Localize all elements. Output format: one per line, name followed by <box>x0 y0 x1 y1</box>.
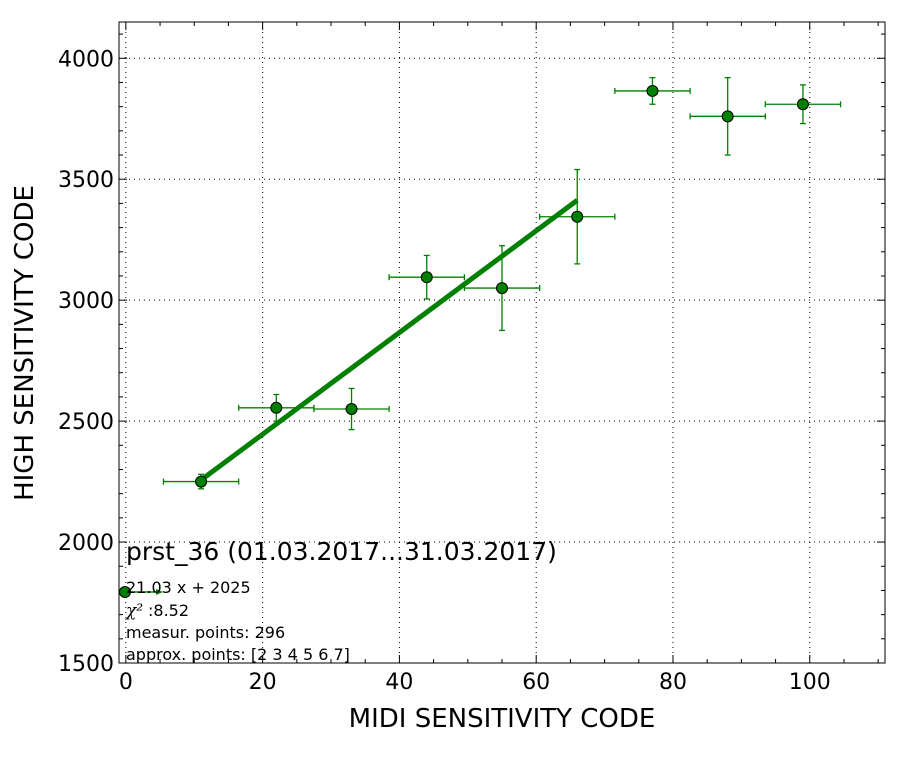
data-point <box>496 282 508 295</box>
data-point <box>721 110 734 123</box>
legend-approx-points: approx. points: [2 3 4 5 6 7] <box>126 645 350 664</box>
legend: prst_36 (01.03.2017...31.03.2017) 21.03 … <box>119 537 557 664</box>
x-tick-label: 0 <box>119 670 133 695</box>
x-tick-label: 60 <box>522 670 550 695</box>
y-tick-label: 2500 <box>58 410 114 435</box>
plot-frame <box>118 21 886 664</box>
x-tick-label: 40 <box>385 670 413 695</box>
data-point <box>571 210 584 223</box>
legend-arrow-head <box>156 589 163 595</box>
data-point <box>195 475 208 488</box>
y-tick-label: 1500 <box>58 652 114 677</box>
x-tick-label: 80 <box>659 670 687 695</box>
grid <box>119 22 885 663</box>
data-point <box>796 98 809 111</box>
y-axis-label: HIGH SENSITIVITY CODE <box>10 185 40 501</box>
legend-chi2-symbol: χ² <box>125 601 143 621</box>
x-tick-label: 20 <box>249 670 277 695</box>
axis-ticks <box>119 22 885 664</box>
fit-line-group <box>199 198 579 483</box>
legend-chi2-value: :8.52 <box>148 601 189 620</box>
y-tick-label: 4000 <box>58 47 114 72</box>
y-tick-label: 3500 <box>58 168 114 193</box>
data-point <box>646 84 659 97</box>
legend-equation: 21.03 x + 2025 <box>126 578 251 597</box>
data-point <box>345 403 358 416</box>
y-tick-label: 2000 <box>58 531 114 556</box>
x-axis-label: MIDI SENSITIVITY CODE <box>349 704 656 734</box>
x-tick-label: 100 <box>789 670 831 695</box>
y-tick-label: 3000 <box>58 289 114 314</box>
legend-marker <box>119 586 131 598</box>
fit-line <box>199 198 579 483</box>
data-point <box>420 271 433 284</box>
legend-title: prst_36 (01.03.2017...31.03.2017) <box>126 537 557 566</box>
legend-measur-points: measur. points: 296 <box>126 623 285 642</box>
tick-labels: 0 20 40 60 80 100 1500 2000 2500 3000 3500 4000 <box>58 47 831 695</box>
data-point <box>270 401 283 414</box>
data-points <box>195 84 809 488</box>
